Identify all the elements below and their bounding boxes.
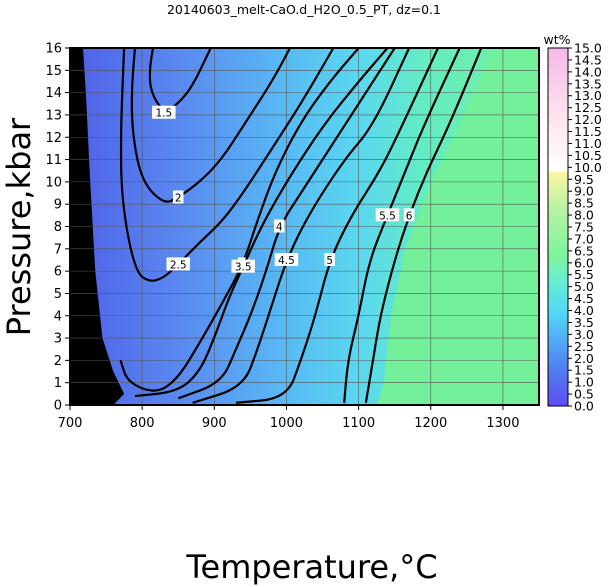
y-tick-label: 12 [45,131,62,146]
contour-label-box [273,219,285,233]
x-tick-label: 800 [130,416,155,431]
contour-label-box [172,190,184,204]
contour-line-3.5 [134,48,389,398]
x-axis: 700 800 900 1000 1100 1200 1300 [58,405,519,431]
colorbar-tick-label: 3.0 [574,327,594,342]
colorbar-tick-label: 2.0 [574,351,594,366]
colorbar-tick-label: 6.0 [574,255,594,270]
colorbar-tick-label: 2.5 [574,339,594,354]
contour-line-5.5 [343,48,461,403]
x-tick-label: 900 [202,416,227,431]
colorbar-unit-label: wt% [543,32,570,47]
colorbar-tick-label: 0.0 [574,399,594,414]
y-tick-label: 16 [45,42,62,57]
y-tick-label: 2 [54,354,62,369]
y-tick-label: 10 [45,175,62,190]
colorbar-tick-label: 9.5 [574,172,594,187]
contour-label-box [166,257,190,271]
x-tick-label: 1200 [414,416,447,431]
contour-line-2 [130,48,292,203]
contour-label-box [274,252,299,266]
y-tick-label: 7 [54,242,62,257]
y-tick-label: 13 [45,108,62,123]
contour-line-5 [235,48,439,404]
y-tick-label: 0 [54,399,62,414]
colorbar-tick-label: 13.0 [574,88,602,103]
colorbar-tick-label: 15.0 [574,41,602,56]
y-tick-label: 14 [45,86,62,101]
colorbar-tick-label: 6.5 [574,243,594,258]
contour-line-4 [177,48,396,400]
colorbar-tick-label: 13.5 [574,76,602,91]
colorbar-tick-label: 11.5 [574,124,602,139]
contour-label-box [231,259,255,273]
plot-area: 1.522.533.544.555.56 [70,48,539,405]
contour-label-box [375,208,400,222]
contour-label: 4.5 [278,255,295,267]
contour-line-1.5 [148,48,212,111]
contour-label-box [324,252,336,266]
colorbar-tick-label: 14.5 [574,52,602,67]
x-tick-label: 1000 [270,416,303,431]
chart-title: 20140603_melt-CaO.d_H2O_0.5_PT, dz=0.1 [167,2,441,17]
colorbar-tick-label: 10.5 [574,148,602,163]
contour-label-box [152,105,176,119]
colorbar: wt% 0.00.51.01.52.02.53.03.54.04.55.05.5… [543,32,601,414]
colorbar-tick-label: 14.0 [574,64,602,79]
colorbar-ticks: 0.00.51.01.52.02.53.03.54.04.55.05.56.06… [568,41,602,414]
grid-lines [70,48,539,405]
contour-label: 3.5 [235,262,252,274]
colorbar-tick-label: 8.0 [574,208,594,223]
contour-label: 2 [175,192,182,204]
contour-label-box [403,208,415,222]
x-tick-label: 700 [58,416,83,431]
x-tick-label: 1300 [486,416,519,431]
contour-label: 5 [326,255,333,267]
contour-label: 2.5 [170,259,187,271]
y-tick-label: 1 [54,376,62,391]
y-tick-label: 8 [54,220,62,235]
contour-label: 1.5 [155,108,172,120]
colorbar-tick-label: 12.5 [574,100,602,115]
y-tick-label: 6 [54,265,62,280]
contour-label: 5.5 [379,210,396,222]
contour-line-4.5 [192,48,411,404]
contour-lines: 1.522.533.544.555.56 [119,48,483,404]
contour-line-2.5 [119,48,335,282]
contour-label: 4 [276,222,283,234]
contour-line-6 [364,48,483,403]
x-tick-label: 1100 [342,416,375,431]
contour-line-3 [119,48,360,392]
y-tick-label: 15 [45,64,62,79]
colorbar-tick-label: 12.0 [574,112,602,127]
y-axis-label: Pressure,kbar [0,117,38,336]
colorbar-tick-label: 5.0 [574,279,594,294]
y-tick-label: 9 [54,198,62,213]
colorbar-tick-label: 11.0 [574,136,602,151]
y-tick-label: 5 [54,287,62,302]
colorbar-tick-label: 10.0 [574,160,602,175]
colorbar-gradient [547,47,569,407]
colorbar-tick-label: 4.5 [574,291,594,306]
y-tick-label: 11 [45,153,62,168]
colorbar-tick-label: 3.5 [574,315,594,330]
x-axis-label: Temperature,°C [185,548,437,586]
colorbar-tick-label: 0.5 [574,387,594,402]
colorbar-tick-label: 8.5 [574,196,594,211]
y-tick-label: 4 [54,309,62,324]
colorbar-tick-label: 1.5 [574,363,594,378]
colorbar-tick-label: 7.0 [574,231,594,246]
y-tick-label: 3 [54,332,62,347]
colorbar-tick-label: 1.0 [574,375,594,390]
colorbar-tick-label: 9.0 [574,184,594,199]
colorbar-tick-label: 7.5 [574,220,594,235]
colorbar-tick-label: 5.5 [574,267,594,282]
contour-label: 6 [406,210,413,222]
colorbar-tick-label: 4.0 [574,303,594,318]
